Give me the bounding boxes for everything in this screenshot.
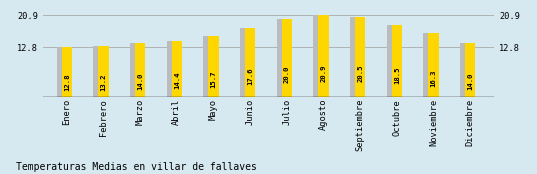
Bar: [172, 41, 182, 97]
Text: 16.3: 16.3: [431, 69, 437, 87]
Bar: [350, 17, 364, 97]
Text: 13.2: 13.2: [100, 73, 106, 91]
Bar: [423, 33, 437, 97]
Bar: [56, 47, 70, 97]
Text: 14.0: 14.0: [137, 72, 143, 90]
Text: 18.5: 18.5: [394, 67, 400, 84]
Bar: [387, 25, 401, 97]
Bar: [460, 42, 474, 97]
Text: Temperaturas Medias en villar de fallaves: Temperaturas Medias en villar de fallave…: [16, 162, 257, 172]
Text: 14.0: 14.0: [467, 72, 473, 90]
Bar: [277, 19, 291, 97]
Bar: [98, 46, 108, 97]
Bar: [135, 42, 146, 97]
Bar: [208, 36, 219, 97]
Text: 20.5: 20.5: [357, 65, 363, 82]
Bar: [166, 41, 180, 97]
Bar: [465, 42, 475, 97]
Bar: [391, 25, 402, 97]
Bar: [313, 15, 327, 97]
Text: 14.4: 14.4: [174, 72, 180, 89]
Text: 15.7: 15.7: [211, 70, 216, 88]
Text: 20.0: 20.0: [284, 65, 290, 83]
Text: 17.6: 17.6: [247, 68, 253, 85]
Bar: [203, 36, 217, 97]
Bar: [429, 33, 439, 97]
Bar: [318, 15, 329, 97]
Bar: [240, 28, 254, 97]
Bar: [130, 42, 144, 97]
Text: 20.9: 20.9: [321, 64, 326, 82]
Bar: [93, 46, 107, 97]
Text: 12.8: 12.8: [64, 74, 70, 91]
Bar: [355, 17, 365, 97]
Bar: [62, 47, 72, 97]
Bar: [245, 28, 255, 97]
Bar: [282, 19, 292, 97]
